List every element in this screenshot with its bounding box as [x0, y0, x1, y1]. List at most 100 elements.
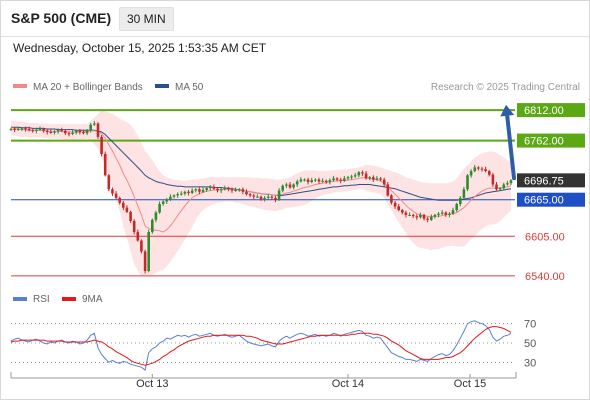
- candle-body: [82, 132, 85, 134]
- symbol-title: S&P 500 (CME): [11, 10, 112, 26]
- research-credit: Research © 2025 Trading Central: [431, 82, 580, 93]
- rsi-line: [10, 320, 512, 371]
- candle-body: [277, 190, 281, 200]
- candle-body: [27, 129, 31, 131]
- candle-body: [466, 175, 469, 190]
- candle-body: [266, 196, 270, 198]
- candle-body: [263, 197, 266, 200]
- candle-body: [477, 167, 480, 169]
- price-tag-last: 6696.75: [524, 175, 564, 187]
- x-tick-label: Oct 14: [332, 378, 364, 390]
- forecast-arrow-head: [500, 104, 515, 117]
- candle-body: [343, 178, 346, 181]
- candle-body: [122, 202, 125, 208]
- candle-body: [321, 180, 324, 182]
- candle-body: [292, 184, 295, 188]
- candle-body: [183, 191, 187, 194]
- candle-body: [404, 212, 408, 215]
- candle-body: [498, 188, 502, 190]
- candle-body: [132, 221, 136, 232]
- candle-body: [85, 130, 89, 134]
- timeframe-selector[interactable]: 30 MIN: [119, 7, 174, 31]
- candle-body: [143, 251, 147, 271]
- candle-body: [96, 123, 100, 137]
- candle-body: [129, 211, 132, 221]
- candle-body: [339, 179, 342, 181]
- candle-body: [230, 189, 234, 191]
- candle-body: [42, 129, 45, 131]
- candle-body: [64, 130, 67, 134]
- candle-body: [314, 179, 317, 181]
- candle-body: [209, 186, 212, 189]
- candle-body: [136, 232, 140, 241]
- candle-body: [306, 179, 310, 182]
- candle-body: [49, 132, 53, 133]
- candle-body: [288, 184, 292, 188]
- candle-body: [151, 219, 154, 232]
- candle-body: [495, 184, 498, 190]
- candle-body: [433, 214, 437, 217]
- candle-body: [364, 173, 368, 179]
- candle-body: [190, 190, 194, 193]
- candle-body: [401, 210, 404, 213]
- ma20-line: [10, 127, 512, 233]
- candle-body: [248, 194, 252, 196]
- candle-body: [440, 212, 444, 214]
- candle-body: [335, 178, 339, 180]
- candle-body: [281, 185, 284, 191]
- price-tag-bg: [517, 133, 585, 148]
- candle-body: [382, 179, 386, 185]
- forecast-arrow-shaft: [505, 111, 516, 181]
- candle-body: [448, 213, 451, 215]
- candle-body: [295, 181, 299, 185]
- candle-body: [332, 178, 335, 181]
- price-tag-resistance: 6762.00: [524, 136, 564, 148]
- ma50-legend-swatch: [155, 84, 169, 88]
- candle-body: [419, 214, 422, 218]
- rsi-ma-line: [10, 326, 512, 366]
- candle-body: [234, 190, 237, 191]
- candle-body: [89, 124, 92, 131]
- candle-body: [56, 130, 60, 132]
- candle-body: [45, 130, 49, 132]
- candle-body: [415, 216, 419, 218]
- candle-body: [212, 186, 216, 189]
- candle-body: [227, 188, 230, 190]
- candle-body: [38, 129, 42, 130]
- candle-body: [350, 176, 353, 178]
- candle-body: [172, 195, 176, 197]
- price-label-support: 6540.00: [525, 271, 565, 283]
- candle-body: [238, 189, 241, 191]
- candle-body: [408, 214, 411, 216]
- price-label-support: 6605.00: [525, 231, 565, 243]
- candle-body: [31, 130, 34, 132]
- rsi-level-label: 70: [524, 319, 536, 331]
- rsi-ma-legend-label: 9MA: [82, 294, 103, 305]
- candle-body: [256, 196, 259, 198]
- candle-body: [509, 180, 513, 184]
- candle-body: [74, 130, 78, 133]
- candle-body: [317, 179, 321, 182]
- candle-body: [100, 136, 103, 154]
- candle-body: [459, 197, 462, 204]
- candle-body: [245, 191, 248, 195]
- candle-body: [111, 189, 114, 194]
- candle-body: [219, 189, 223, 191]
- candle-body: [176, 194, 179, 196]
- candle-body: [430, 216, 433, 220]
- candle-body: [372, 177, 375, 180]
- rsi-level-label: 50: [524, 338, 536, 350]
- candle-body: [165, 199, 169, 202]
- candle-body: [274, 197, 277, 200]
- candle-body: [53, 131, 56, 133]
- candle-body: [140, 240, 143, 252]
- candle-body: [16, 129, 20, 130]
- candle-body: [426, 218, 429, 220]
- ma20-legend-swatch: [13, 84, 27, 88]
- candle-body: [310, 180, 313, 182]
- candle-body: [114, 193, 118, 198]
- candle-body: [353, 175, 357, 177]
- candle-body: [346, 177, 350, 179]
- candle-body: [375, 178, 379, 180]
